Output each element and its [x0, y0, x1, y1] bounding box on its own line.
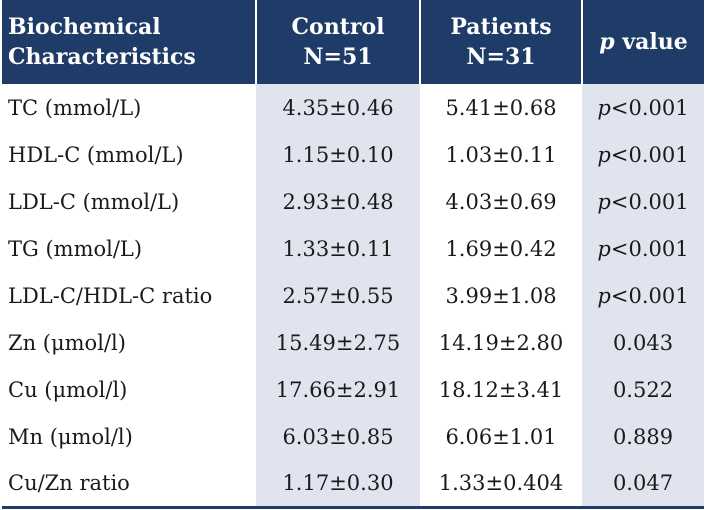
p-value: 0.043 [582, 319, 704, 366]
header-control-line2: N=51 [303, 44, 373, 70]
control-value: 17.66±2.91 [256, 366, 420, 413]
p-value: p<0.001 [582, 178, 704, 225]
header-control: Control N=51 [255, 0, 420, 84]
table-row: LDL-C (mmol/L) 2.93±0.48 4.03±0.69 p<0.001 [2, 178, 704, 225]
header-p-italic: p [599, 29, 615, 55]
patients-value: 3.99±1.08 [420, 272, 582, 319]
row-label: HDL-C (mmol/L) [2, 131, 256, 178]
patients-value: 14.19±2.80 [420, 319, 582, 366]
p-value: p<0.001 [582, 225, 704, 272]
p-value-text: 0.047 [612, 470, 674, 495]
p-value-text: <0.001 [610, 283, 689, 308]
header-patients-line1: Patients [450, 14, 552, 40]
control-value: 2.93±0.48 [256, 178, 420, 225]
control-value: 1.15±0.10 [256, 131, 420, 178]
control-value: 1.17±0.30 [256, 460, 420, 509]
header-p-rest: value [614, 29, 688, 55]
patients-value: 6.06±1.01 [420, 413, 582, 460]
patients-value: 5.41±0.68 [420, 84, 582, 131]
p-value-italic: p [597, 283, 611, 308]
p-value: p<0.001 [582, 272, 704, 319]
row-label: Mn (μmol/l) [2, 413, 256, 460]
header-patients: Patients N=31 [419, 0, 582, 84]
patients-value: 4.03±0.69 [420, 178, 582, 225]
table-header: Biochemical Characteristics Control N=51… [2, 0, 704, 84]
p-value: 0.047 [582, 460, 704, 509]
table-row: Cu (μmol/l) 17.66±2.91 18.12±3.41 0.522 [2, 366, 704, 413]
table-body: TC (mmol/L) 4.35±0.46 5.41±0.68 p<0.001 HDL-… [2, 84, 704, 509]
header-p-value: p value [581, 0, 704, 84]
p-value-text: <0.001 [610, 236, 689, 261]
table-row: Mn (μmol/l) 6.03±0.85 6.06±1.01 0.889 [2, 413, 704, 460]
patients-value: 18.12±3.41 [420, 366, 582, 413]
control-value: 1.33±0.11 [256, 225, 420, 272]
p-value-italic: p [597, 189, 611, 214]
p-value-text: 0.889 [612, 424, 674, 449]
row-label: LDL-C (mmol/L) [2, 178, 256, 225]
header-characteristics: Biochemical Characteristics [2, 0, 256, 84]
patients-value: 1.03±0.11 [420, 131, 582, 178]
table-row: HDL-C (mmol/L) 1.15±0.10 1.03±0.11 p<0.001 [2, 131, 704, 178]
control-value: 2.57±0.55 [256, 272, 420, 319]
row-label: Cu/Zn ratio [2, 460, 256, 509]
row-label: LDL-C/HDL-C ratio [2, 272, 256, 319]
patients-value: 1.69±0.42 [420, 225, 582, 272]
control-value: 6.03±0.85 [256, 413, 420, 460]
row-label: TG (mmol/L) [2, 225, 256, 272]
header-patients-line2: N=31 [466, 44, 536, 70]
p-value-italic: p [597, 95, 611, 120]
patients-value: 1.33±0.404 [420, 460, 582, 509]
table-row: Zn (μmol/l) 15.49±2.75 14.19±2.80 0.043 [2, 319, 704, 366]
control-value: 15.49±2.75 [256, 319, 420, 366]
p-value-text: 0.043 [612, 330, 674, 355]
p-value-text: 0.522 [612, 377, 674, 402]
header-row: Biochemical Characteristics Control N=51… [2, 0, 704, 84]
p-value-text: <0.001 [610, 142, 689, 167]
p-value: p<0.001 [582, 84, 704, 131]
table-row: TG (mmol/L) 1.33±0.11 1.69±0.42 p<0.001 [2, 225, 704, 272]
row-label: TC (mmol/L) [2, 84, 256, 131]
p-value-italic: p [597, 142, 611, 167]
p-value-text: <0.001 [610, 95, 689, 120]
header-control-line1: Control [291, 14, 385, 40]
row-label: Zn (μmol/l) [2, 319, 256, 366]
header-characteristics-line2: Characteristics [8, 44, 196, 70]
table-row: LDL-C/HDL-C ratio 2.57±0.55 3.99±1.08 p<0.0… [2, 272, 704, 319]
p-value-italic: p [597, 236, 611, 261]
p-value: p<0.001 [582, 131, 704, 178]
control-value: 4.35±0.46 [256, 84, 420, 131]
p-value-text: <0.001 [610, 189, 689, 214]
p-value: 0.889 [582, 413, 704, 460]
p-value: 0.522 [582, 366, 704, 413]
table-row: Cu/Zn ratio 1.17±0.30 1.33±0.404 0.047 [2, 460, 704, 509]
header-characteristics-line1: Biochemical [8, 14, 161, 40]
table-row: TC (mmol/L) 4.35±0.46 5.41±0.68 p<0.001 [2, 84, 704, 131]
row-label: Cu (μmol/l) [2, 366, 256, 413]
